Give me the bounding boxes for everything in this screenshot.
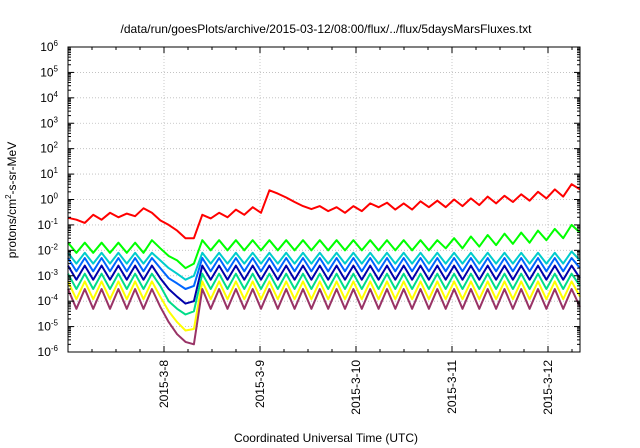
y-tick-label: 10-6 xyxy=(38,344,59,359)
y-tick-label: 10-5 xyxy=(38,319,59,334)
x-tick-label: 2015-3-12 xyxy=(541,360,555,415)
y-tick-label: 106 xyxy=(40,39,58,54)
series-line xyxy=(67,257,581,290)
y-tick-label: 101 xyxy=(40,166,58,181)
series-line xyxy=(67,272,581,316)
y-tick-label: 105 xyxy=(40,64,58,79)
x-axis: 2015-3-8 2015-3-9 2015-3-10 2015-3-11 2015-3… xyxy=(91,47,573,415)
series-line xyxy=(67,280,581,332)
y-tick-label: 104 xyxy=(40,90,58,105)
y-tick-label: 10-3 xyxy=(38,268,59,283)
series-line xyxy=(67,183,581,240)
x-tick-label: 2015-3-11 xyxy=(445,360,459,414)
series-layer xyxy=(67,183,581,346)
y-tick-label: 100 xyxy=(40,192,58,207)
series-line xyxy=(67,223,581,270)
y-axis: 10-6 10-5 10-4 10-3 10-2 10-1 100 101 102 103 104 1… xyxy=(38,39,580,359)
chart-title: /data/run/goesPlots/archive/2015-03-12/0… xyxy=(121,22,533,36)
y-tick-label: 10-2 xyxy=(38,242,59,257)
y-tick-label: 102 xyxy=(40,141,58,156)
series-line xyxy=(67,250,581,281)
x-tick-label: 2015-3-9 xyxy=(253,360,267,408)
y-tick-label: 103 xyxy=(40,115,58,130)
y-tick-label: 10-4 xyxy=(38,293,59,308)
x-tick-label: 2015-3-8 xyxy=(157,360,171,408)
x-tick-label: 2015-3-10 xyxy=(349,360,363,415)
x-axis-label: Coordinated Universal Time (UTC) xyxy=(234,431,418,445)
grid-lines xyxy=(68,47,580,352)
series-line xyxy=(67,264,581,305)
series-line xyxy=(67,288,581,346)
y-tick-label: 10-1 xyxy=(38,217,59,232)
y-axis-label: protons/cm2-s-sr-MeV xyxy=(4,142,19,258)
